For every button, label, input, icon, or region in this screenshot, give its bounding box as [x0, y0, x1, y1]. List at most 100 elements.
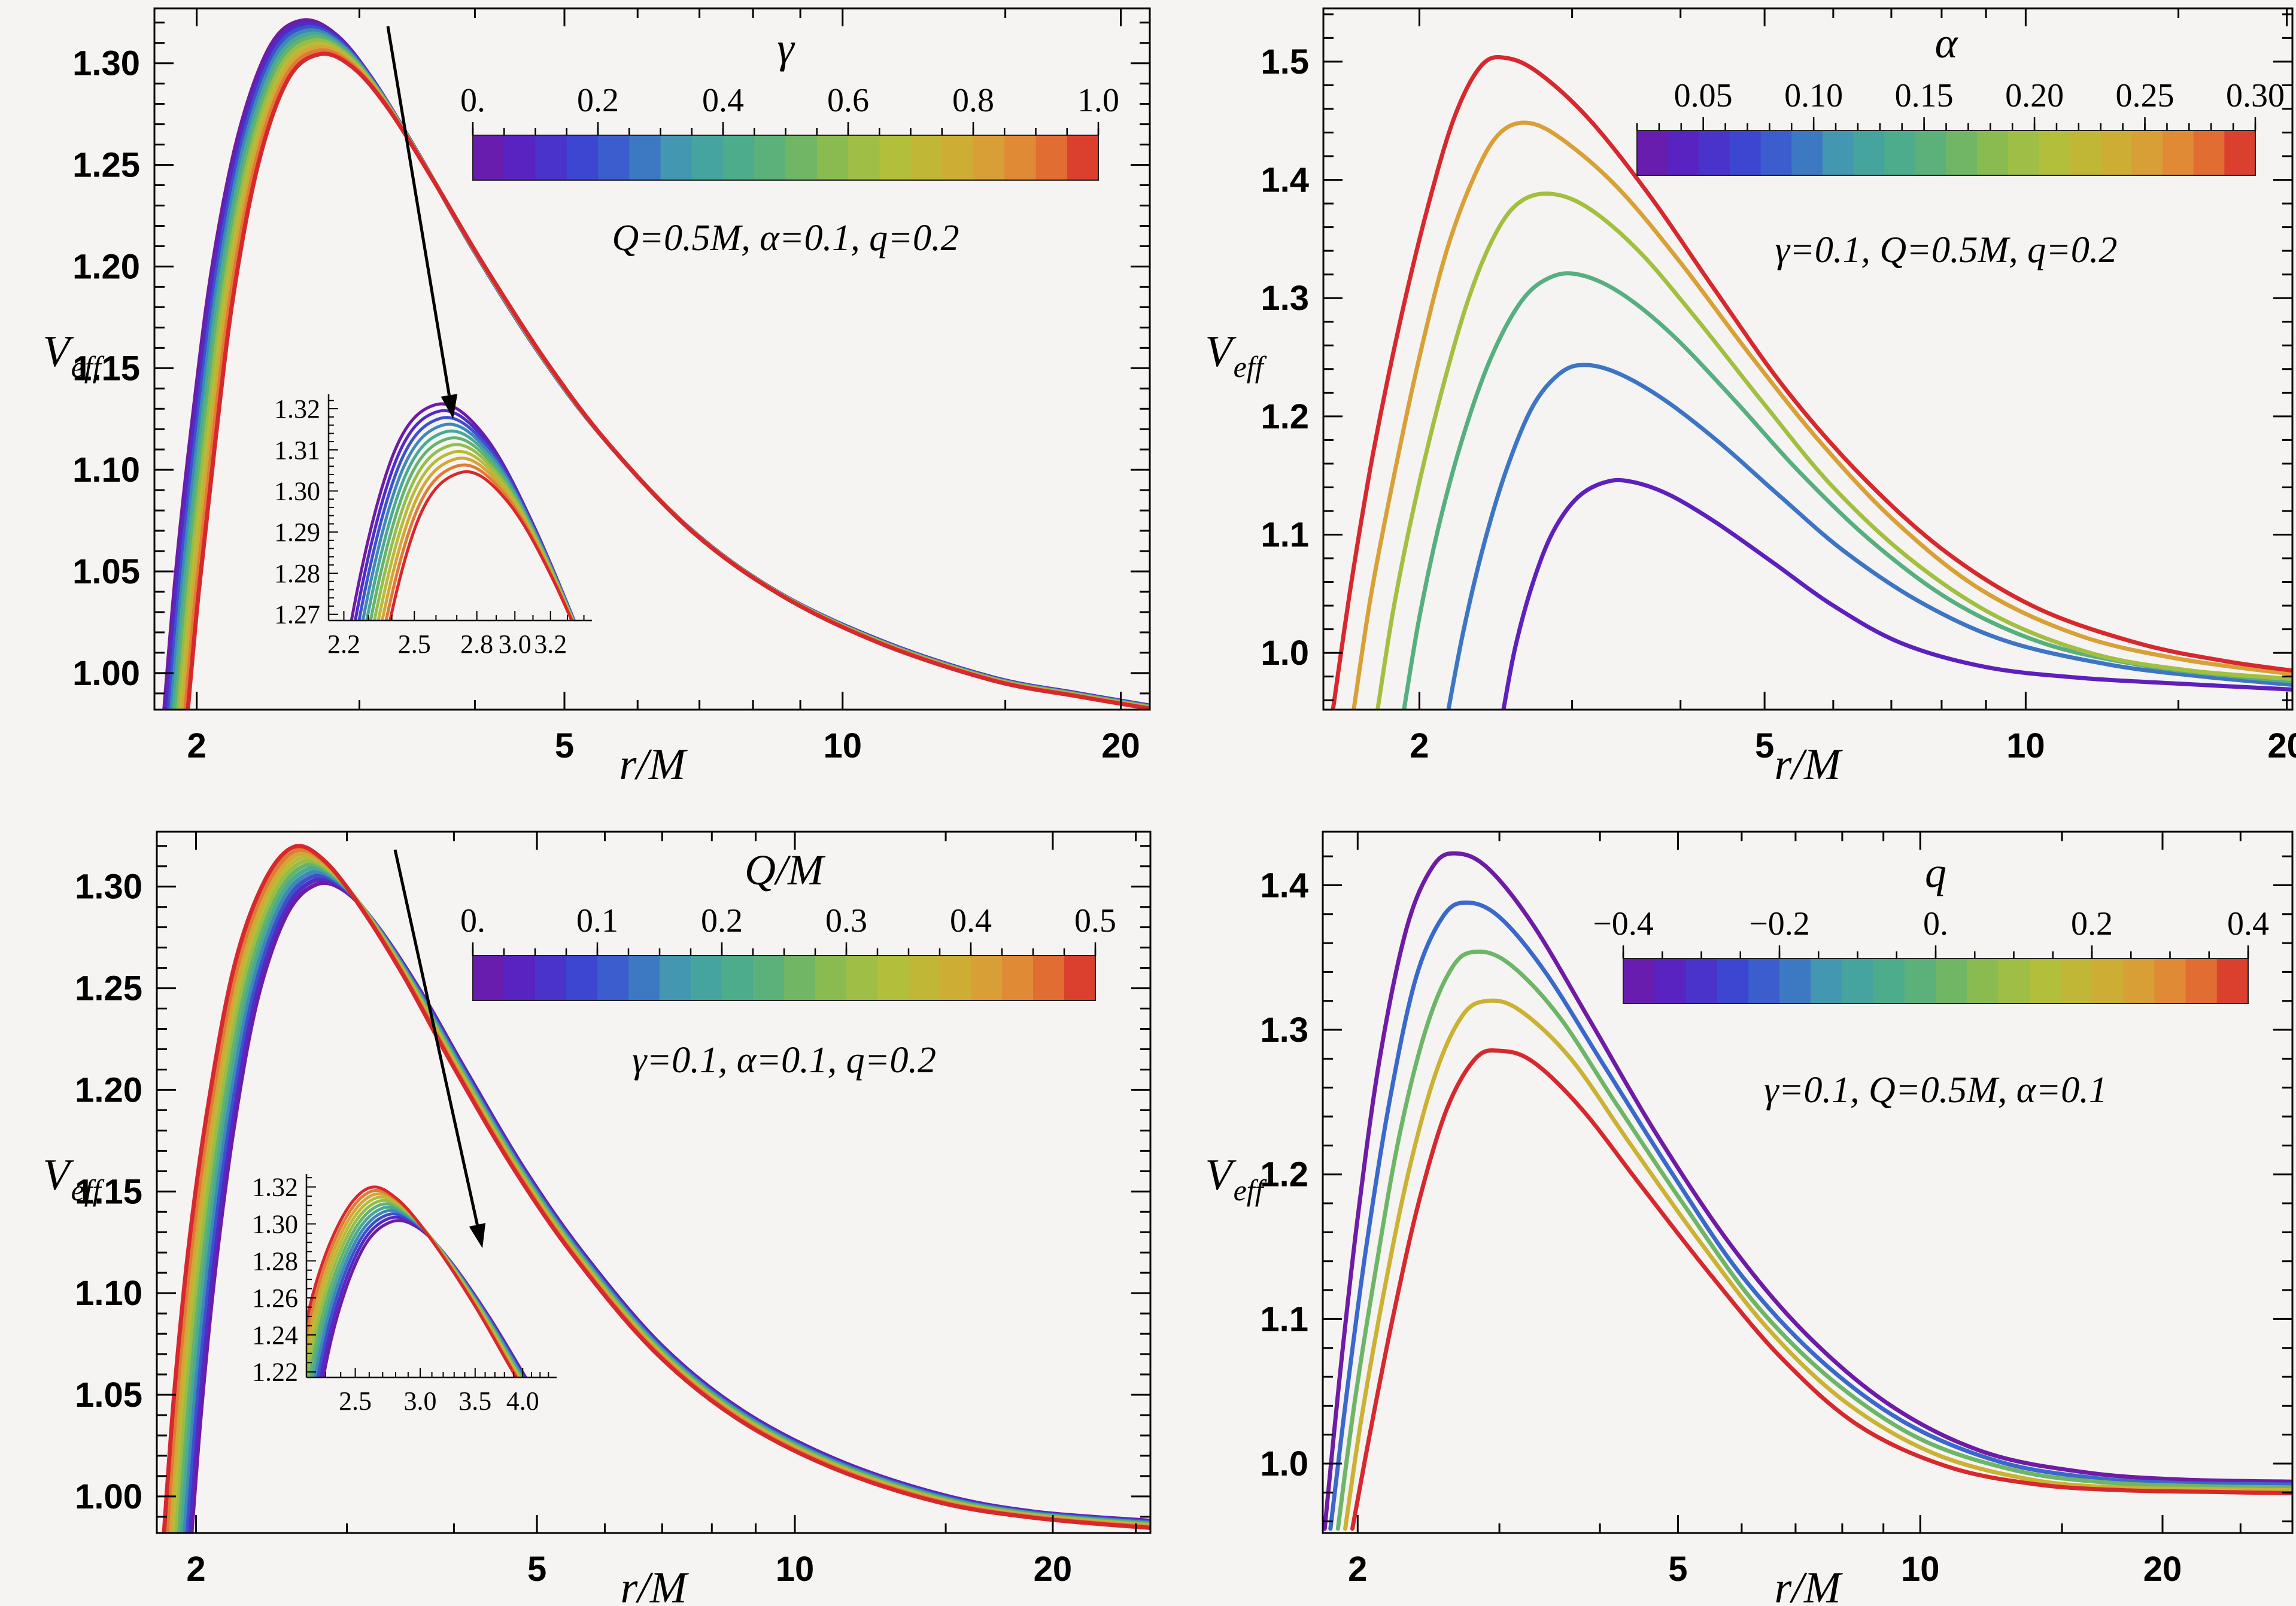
y-tick-label: 1.00: [75, 1477, 142, 1516]
inset-curve-γ-0.6: [373, 443, 575, 620]
colorbar-segment: [629, 135, 661, 180]
colorbar-segment: [1842, 959, 1874, 1003]
colorbar-segment: [1967, 959, 1999, 1003]
y-tick-label: 1.15: [75, 1172, 142, 1211]
inset-y-tick-label: 1.26: [252, 1283, 298, 1313]
y-tick-label: 1.10: [75, 1274, 142, 1313]
curve-q--0.2: [1328, 900, 2292, 1531]
x-tick-label: 2: [187, 726, 206, 765]
colorbar-segment: [2131, 130, 2163, 175]
colorbar-tick-label: 0.8: [952, 82, 994, 119]
colorbar-ticks: [1622, 945, 2249, 959]
colorbar-segment: [597, 956, 629, 1000]
colorbar-legend: 0.05 0.10 0.15 0.20 0.25 0.30 α: [1636, 19, 2285, 176]
y-tick-label: 1.10: [72, 451, 140, 489]
inset-y-tick-label: 1.29: [274, 518, 320, 547]
colorbar-tick-label: 0.4: [2227, 905, 2269, 942]
colorbar-segment: [2029, 959, 2061, 1003]
colorbar-ticks: [472, 122, 1100, 135]
colorbar-segment: [1699, 130, 1730, 175]
colorbar-tick-label: 0.15: [1895, 77, 1954, 114]
x-tick-label: 20: [1034, 1550, 1073, 1589]
axis-ticks: [1323, 832, 2292, 1533]
colorbar-tick-label: 0.4: [702, 82, 744, 119]
inset-x-tick-label: 3.2: [534, 629, 567, 659]
colorbar-segment: [2193, 130, 2225, 175]
colorbar-ticks: [1636, 117, 2256, 130]
colorbar-segment: [1748, 959, 1780, 1003]
colorbar-segment: [1904, 959, 1936, 1003]
y-tick-label: 1.15: [72, 349, 140, 388]
colorbar-segment: [1853, 130, 1885, 175]
y-tick-label: 1.30: [72, 44, 140, 83]
y-tick-label: 1.20: [72, 247, 140, 286]
colorbar-segment: [2123, 959, 2155, 1003]
axis-ticks: [157, 832, 1150, 1533]
plot-frame: [156, 831, 1152, 1534]
zoom-arrow-head: [441, 394, 458, 419]
plot-frame: [153, 7, 1151, 711]
x-tick-label: 5: [555, 726, 574, 765]
colorbar-segment: [1064, 956, 1096, 1000]
inset-x-tick-label: 3.0: [404, 1386, 437, 1416]
inset-y-tick-label: 1.22: [252, 1358, 298, 1387]
colorbar-segment: [1637, 130, 1669, 175]
inset-curve-γ-0.7: [376, 449, 575, 620]
curve-α-0.15: [1402, 271, 2292, 710]
curve-α-0.10: [1446, 363, 2292, 710]
y-tick-label: 1.20: [75, 1070, 142, 1109]
colorbar-tick-label: 0.05: [1674, 77, 1733, 114]
curve-α-0.25: [1352, 120, 2292, 710]
y-axis-label: Veff: [42, 327, 104, 384]
colorbar-segment: [722, 956, 754, 1000]
y-tick-label: 1.30: [75, 868, 142, 907]
colorbar-tick-label: 0.2: [577, 82, 619, 119]
y-tick-label: 1.2: [1260, 1155, 1308, 1194]
colorbar-tick-label: 0.4: [950, 902, 992, 939]
colorbar-segment: [971, 956, 1003, 1000]
colorbar-segment: [1004, 135, 1037, 180]
colorbar-segment: [598, 135, 630, 180]
x-axis-label: r/M: [1775, 740, 1844, 789]
y-tick-label: 1.3: [1261, 279, 1309, 318]
x-tick-label: 10: [2006, 726, 2045, 765]
inset-y-tick-label: 1.28: [274, 559, 320, 588]
y-tick-label: 1.4: [1260, 866, 1308, 905]
curves: [162, 18, 1150, 710]
y-tick-label: 1.1: [1261, 515, 1309, 554]
y-tick-label: 1.4: [1261, 161, 1309, 200]
inset-x-tick-label: 2.8: [460, 629, 493, 659]
zoom-arrow-line: [393, 849, 479, 1225]
parameter-annotation: γ=0.1, Q=0.5M, α=0.1: [1764, 1070, 2107, 1111]
inset-y-tick-label: 1.31: [274, 436, 320, 465]
inset-y-tick-label: 1.28: [252, 1246, 298, 1276]
curves: [1331, 55, 2292, 710]
inset-x-tick-label: 2.2: [327, 629, 360, 659]
curve-γ-1: [186, 51, 1150, 710]
inset-zoom-plot: 2.5 3.0 3.5 4.0 1.22 1.24 1.26 1.28 1.30 1.32: [252, 1173, 557, 1416]
panel-top-right: 2 5 10 20 1.0 1.1 1.2 1.3 1.4 1.5 0.05 0.10 0.15 0.20…: [1205, 7, 2296, 789]
colorbar-tick-label: 0.1: [576, 902, 618, 939]
colorbar-segment: [2163, 130, 2194, 175]
curve-q-0.4: [1350, 1048, 2292, 1531]
colorbar-segment: [2060, 959, 2092, 1003]
colorbar-segment: [691, 956, 722, 1000]
colorbar-segment: [1717, 959, 1749, 1003]
inset-ticks: [329, 400, 585, 620]
colorbar-segment: [1791, 130, 1823, 175]
colorbar-segment: [1760, 130, 1793, 175]
colorbar-segment: [2224, 130, 2256, 175]
colorbar-legend: −0.4 −0.2 0. 0.2 0.4 q: [1593, 848, 2269, 1004]
colorbar-segment: [909, 956, 940, 1000]
axis-ticks: [1323, 8, 2292, 710]
colorbar-segment: [848, 135, 880, 180]
y-tick-label: 1.1: [1260, 1300, 1308, 1339]
inset-ticks: [306, 1177, 549, 1377]
x-tick-label: 10: [776, 1550, 815, 1589]
colorbar-segment: [2185, 959, 2218, 1003]
y-tick-label: 1.05: [75, 1376, 142, 1415]
colorbar-segment: [1729, 130, 1762, 175]
colorbar-tick-label: 0.30: [2226, 77, 2285, 114]
parameter-annotation: Q=0.5M, α=0.1, q=0.2: [612, 218, 959, 258]
